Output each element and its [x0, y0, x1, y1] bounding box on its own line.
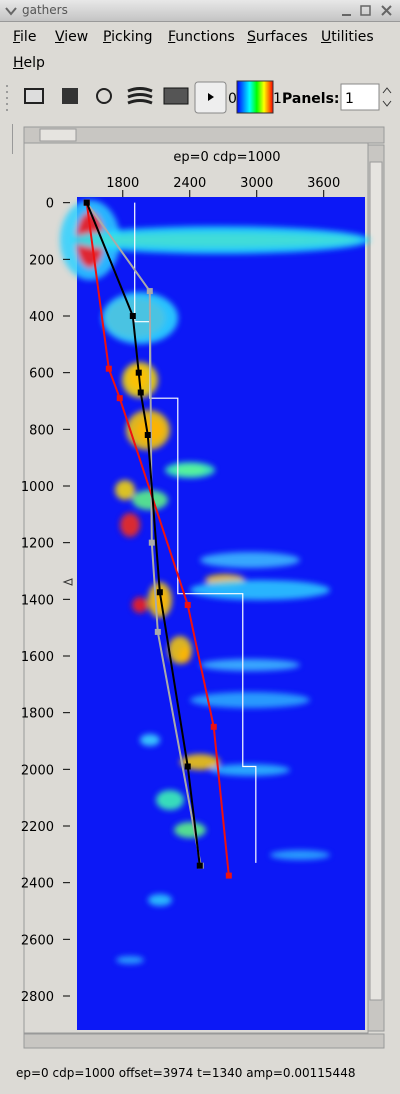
- y-tick-label: 200: [29, 253, 54, 268]
- pick-point: [129, 313, 136, 319]
- pick-point: [135, 369, 142, 376]
- semblance-blob: [190, 692, 310, 708]
- semblance-blob: [70, 226, 370, 254]
- window-controls[interactable]: [338, 3, 398, 19]
- panels-spinbox[interactable]: [340, 83, 380, 111]
- y-tick-label: 2000: [21, 763, 54, 778]
- pick-point: [105, 365, 112, 372]
- semblance-blob: [168, 636, 192, 664]
- y-tick-label: 2800: [21, 990, 54, 1005]
- y-tick-label: 600: [29, 367, 54, 382]
- toolbar: 0 1 Panels: 1: [6, 80, 392, 114]
- y-tick-label: 2600: [21, 933, 54, 948]
- wiggle-button[interactable]: [127, 87, 153, 105]
- pick-point: [148, 539, 155, 546]
- menu-item[interactable]: Picking: [103, 29, 153, 45]
- semblance-blob: [174, 822, 206, 838]
- x-tick-label: 2400: [173, 176, 206, 191]
- semblance-blob: [132, 597, 148, 613]
- y-tick-label: 0: [46, 197, 54, 212]
- semblance-blob: [126, 410, 170, 450]
- y-tick-label: 1600: [21, 650, 54, 665]
- h-scrollbar-bottom[interactable]: [23, 1033, 385, 1049]
- y-tick-label: 2400: [21, 877, 54, 892]
- y-tick-label: 1000: [21, 480, 54, 495]
- semblance-blob: [270, 850, 330, 860]
- panels-label: Panels:: [282, 91, 340, 107]
- y-tick-label: 800: [29, 423, 54, 438]
- colorbar-min: 0: [228, 91, 237, 107]
- title-bar: gathers: [0, 0, 400, 22]
- pick-point: [210, 723, 217, 730]
- pick-point: [116, 395, 123, 402]
- pick-point: [225, 872, 232, 879]
- menu-item[interactable]: Utilities: [321, 29, 374, 45]
- colorbar-max: 1: [273, 91, 282, 107]
- menu-item[interactable]: Help: [13, 55, 45, 71]
- panels-value: 1: [345, 91, 354, 107]
- semblance-blob: [120, 513, 140, 537]
- semblance-blob: [148, 894, 172, 906]
- pick-point: [83, 199, 90, 206]
- pick-point: [184, 602, 191, 608]
- window-title: gathers: [22, 3, 68, 17]
- x-tick-label: 1800: [106, 176, 139, 191]
- menu-item[interactable]: Functions: [168, 29, 235, 45]
- pick-line: [134, 202, 257, 863]
- menu-item[interactable]: File: [13, 29, 37, 45]
- pick-point: [137, 389, 144, 396]
- semblance-blob: [200, 659, 300, 671]
- semblance-blob: [116, 956, 144, 964]
- density-button[interactable]: [163, 87, 189, 105]
- pick-point: [144, 432, 151, 438]
- menu-item[interactable]: Surfaces: [247, 29, 308, 45]
- x-tick-label: 3600: [307, 176, 340, 191]
- semblance-blob: [102, 292, 178, 344]
- h-scrollbar[interactable]: [23, 126, 385, 144]
- pick-line: [85, 202, 201, 866]
- refresh-button[interactable]: [96, 88, 112, 104]
- y-tick-label: 2200: [21, 820, 54, 835]
- pick-point: [184, 763, 191, 770]
- pick-point: [196, 862, 203, 869]
- semblance-blob: [140, 734, 160, 746]
- y-tick-label: 1400: [21, 593, 54, 608]
- print-button[interactable]: [24, 88, 44, 104]
- semblance-blob: [148, 582, 172, 618]
- semblance-blob: [210, 764, 290, 776]
- save-button[interactable]: [62, 88, 78, 104]
- menu-item[interactable]: View: [55, 29, 89, 45]
- semblance-blob: [132, 490, 168, 510]
- semblance-blob: [190, 580, 330, 600]
- pick-point: [156, 589, 163, 596]
- pick-point: [154, 628, 161, 635]
- y-tick-label: 400: [29, 310, 54, 325]
- window-icon: [5, 7, 17, 16]
- semblance-blob: [156, 790, 184, 810]
- semblance-blob: [115, 480, 135, 500]
- plot-title: ep=0 cdp=1000: [173, 150, 280, 165]
- x-tick-label: 3000: [240, 176, 273, 191]
- semblance-blob: [165, 462, 215, 478]
- semblance-blob: [200, 552, 300, 568]
- status-bar: ep=0 cdp=1000 offset=3974 t=1340 amp=0.0…: [16, 1066, 356, 1080]
- pick-point: [146, 288, 153, 295]
- colorbar: [236, 80, 274, 114]
- y-tick-label: 1800: [21, 707, 54, 722]
- y-tick-label: 1200: [21, 537, 54, 552]
